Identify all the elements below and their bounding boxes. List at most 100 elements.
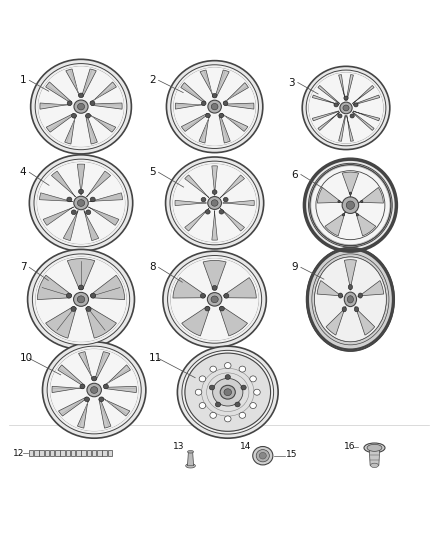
Ellipse shape bbox=[342, 307, 346, 312]
Ellipse shape bbox=[185, 353, 271, 431]
Polygon shape bbox=[43, 207, 74, 225]
Ellipse shape bbox=[224, 389, 232, 395]
Ellipse shape bbox=[223, 101, 228, 106]
Polygon shape bbox=[346, 75, 353, 100]
Ellipse shape bbox=[209, 385, 215, 390]
Ellipse shape bbox=[28, 249, 134, 349]
Polygon shape bbox=[339, 75, 346, 100]
Ellipse shape bbox=[37, 162, 125, 244]
Ellipse shape bbox=[239, 413, 246, 418]
Polygon shape bbox=[346, 116, 353, 141]
Bar bbox=[34, 450, 39, 456]
Ellipse shape bbox=[103, 384, 108, 389]
Polygon shape bbox=[353, 111, 380, 121]
Polygon shape bbox=[86, 306, 117, 338]
Ellipse shape bbox=[86, 210, 91, 215]
Ellipse shape bbox=[34, 159, 128, 247]
Ellipse shape bbox=[356, 214, 359, 216]
Ellipse shape bbox=[201, 294, 205, 298]
Bar bbox=[29, 450, 33, 456]
Polygon shape bbox=[200, 70, 214, 97]
Ellipse shape bbox=[99, 397, 104, 402]
Ellipse shape bbox=[205, 306, 210, 311]
Bar bbox=[81, 450, 86, 456]
Text: 9: 9 bbox=[291, 262, 298, 272]
Polygon shape bbox=[224, 278, 256, 298]
Ellipse shape bbox=[92, 376, 97, 381]
Text: 13: 13 bbox=[173, 442, 184, 451]
Text: 8: 8 bbox=[149, 262, 155, 272]
Polygon shape bbox=[58, 365, 85, 386]
Polygon shape bbox=[104, 365, 131, 386]
Polygon shape bbox=[181, 83, 206, 103]
Ellipse shape bbox=[211, 200, 218, 206]
Ellipse shape bbox=[77, 296, 85, 303]
Polygon shape bbox=[339, 116, 346, 141]
Polygon shape bbox=[182, 306, 210, 336]
Ellipse shape bbox=[177, 346, 278, 438]
Ellipse shape bbox=[32, 254, 130, 345]
Text: 5: 5 bbox=[149, 167, 155, 177]
Polygon shape bbox=[219, 306, 247, 336]
Ellipse shape bbox=[215, 402, 221, 407]
Ellipse shape bbox=[254, 389, 260, 395]
Ellipse shape bbox=[80, 384, 85, 389]
Polygon shape bbox=[223, 83, 248, 103]
Text: 6: 6 bbox=[291, 169, 298, 180]
Ellipse shape bbox=[311, 252, 390, 346]
Polygon shape bbox=[46, 306, 76, 338]
Ellipse shape bbox=[354, 307, 359, 312]
Ellipse shape bbox=[338, 200, 340, 203]
Ellipse shape bbox=[78, 189, 84, 194]
Text: 2: 2 bbox=[149, 75, 155, 85]
Bar bbox=[76, 450, 81, 456]
Polygon shape bbox=[78, 399, 89, 428]
Text: 15: 15 bbox=[286, 450, 297, 459]
Bar bbox=[45, 450, 49, 456]
Ellipse shape bbox=[74, 196, 88, 209]
Ellipse shape bbox=[87, 383, 102, 397]
Ellipse shape bbox=[346, 201, 354, 209]
Ellipse shape bbox=[344, 96, 348, 100]
Ellipse shape bbox=[171, 259, 258, 340]
Ellipse shape bbox=[205, 113, 210, 118]
Polygon shape bbox=[220, 208, 244, 231]
Ellipse shape bbox=[347, 296, 353, 303]
Polygon shape bbox=[105, 386, 136, 393]
Polygon shape bbox=[353, 85, 374, 104]
Ellipse shape bbox=[195, 389, 202, 395]
Polygon shape bbox=[95, 352, 110, 380]
Ellipse shape bbox=[225, 375, 230, 379]
Ellipse shape bbox=[86, 306, 91, 311]
Bar bbox=[39, 450, 44, 456]
Ellipse shape bbox=[74, 293, 88, 306]
Polygon shape bbox=[326, 306, 346, 335]
Ellipse shape bbox=[91, 293, 96, 298]
Polygon shape bbox=[101, 397, 130, 416]
Ellipse shape bbox=[85, 397, 89, 402]
Ellipse shape bbox=[47, 346, 141, 434]
Ellipse shape bbox=[78, 285, 84, 290]
Ellipse shape bbox=[210, 366, 216, 372]
Ellipse shape bbox=[42, 342, 146, 438]
Bar bbox=[97, 450, 102, 456]
Text: 3: 3 bbox=[288, 77, 295, 87]
Ellipse shape bbox=[187, 450, 194, 453]
Text: 4: 4 bbox=[20, 167, 26, 177]
Polygon shape bbox=[39, 193, 73, 202]
Text: 11: 11 bbox=[149, 353, 162, 364]
Polygon shape bbox=[344, 260, 357, 290]
Polygon shape bbox=[312, 111, 339, 121]
Polygon shape bbox=[81, 69, 96, 97]
Ellipse shape bbox=[307, 248, 394, 351]
Ellipse shape bbox=[71, 210, 76, 215]
Ellipse shape bbox=[38, 67, 124, 147]
Polygon shape bbox=[173, 278, 205, 298]
Ellipse shape bbox=[219, 306, 224, 311]
Polygon shape bbox=[317, 280, 343, 297]
Ellipse shape bbox=[170, 161, 259, 245]
Ellipse shape bbox=[308, 249, 393, 350]
Ellipse shape bbox=[35, 63, 127, 150]
Ellipse shape bbox=[364, 443, 385, 453]
Ellipse shape bbox=[85, 114, 91, 118]
